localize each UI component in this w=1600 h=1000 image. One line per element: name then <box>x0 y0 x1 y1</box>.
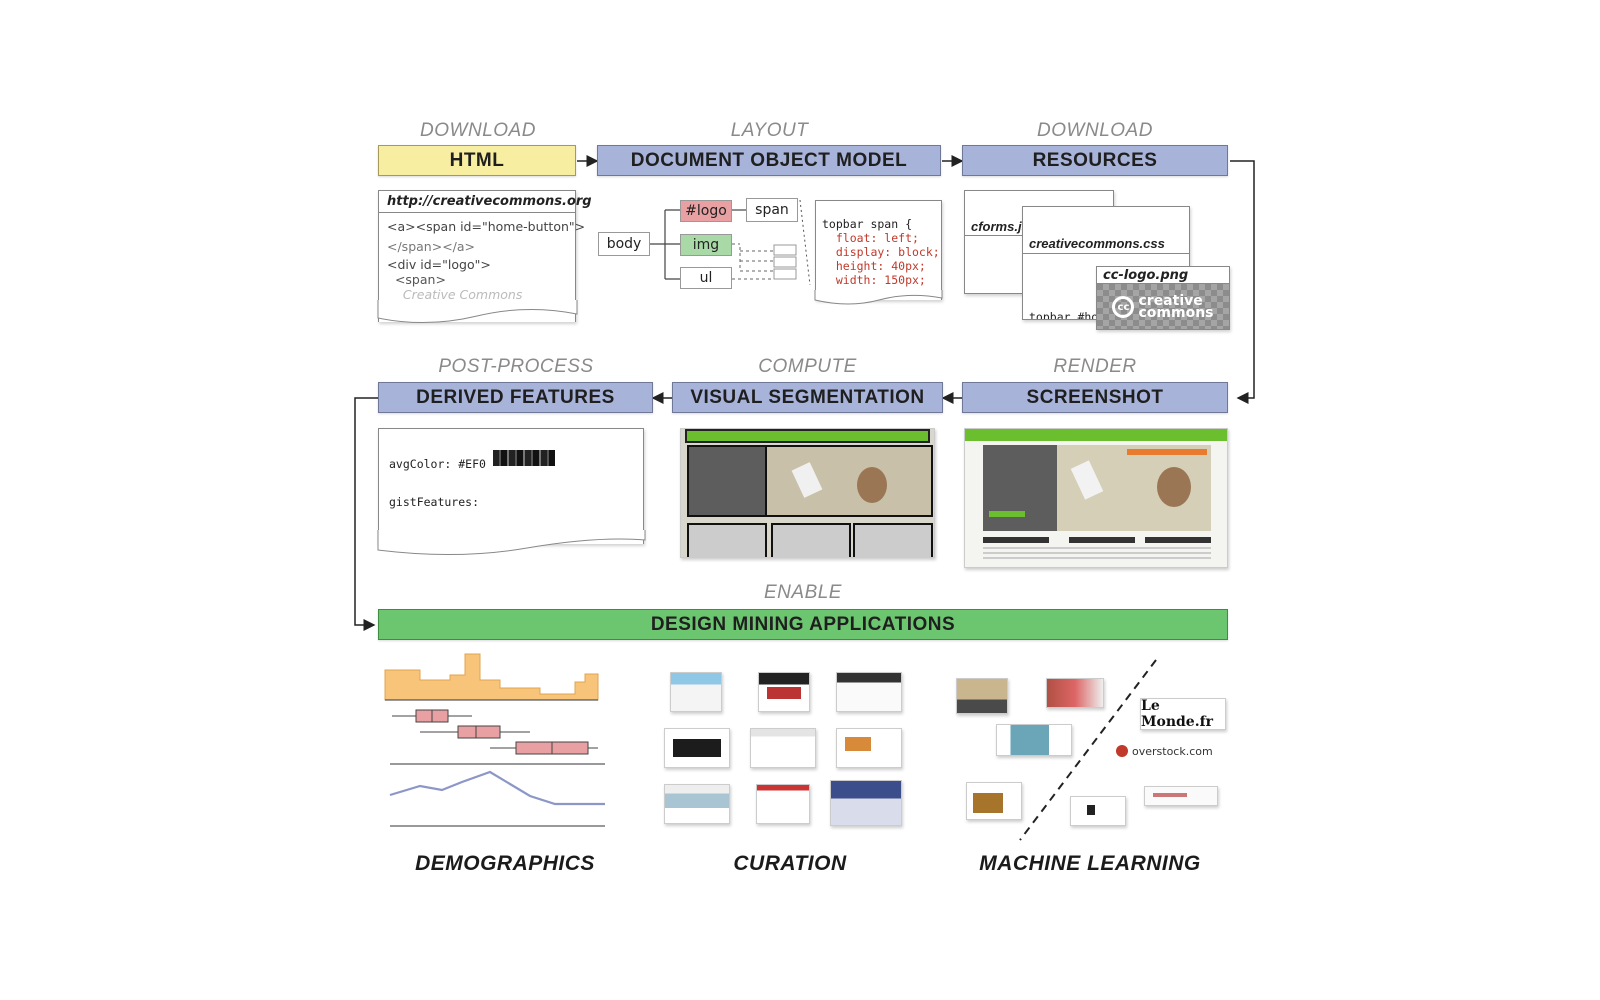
visual-segmentation-stage-box: VISUAL SEGMENTATION <box>672 382 943 413</box>
html-code-line: <div id="logo"> <box>387 257 491 272</box>
dom-tree-edges <box>650 199 811 286</box>
segment-region <box>685 429 930 443</box>
overstock-logo-text: overstock.com <box>1132 744 1213 758</box>
stage-label-layout: LAYOUT <box>730 120 809 141</box>
segment-region <box>853 523 933 557</box>
dom-node-logo: #logo <box>680 200 732 222</box>
dom-stage-box: DOCUMENT OBJECT MODEL <box>597 145 941 176</box>
css-line: float: left; <box>822 231 919 245</box>
css-file-name: creativecommons.css <box>1023 235 1189 254</box>
category-curation: CURATION <box>733 852 847 875</box>
html-url: http://creativecommons.org <box>379 191 592 213</box>
cc-logo-text: creative <box>1138 293 1203 309</box>
box-plot <box>392 709 598 755</box>
curation-thumbnail-grid <box>664 672 904 832</box>
segment-region <box>687 523 767 557</box>
website-thumbnail <box>750 728 816 768</box>
gist-features-swatch <box>493 450 555 466</box>
demographics-charts <box>384 653 605 827</box>
category-demographics: DEMOGRAPHICS <box>415 852 595 875</box>
stage-label-post-process: POST-PROCESS <box>438 356 594 377</box>
resources-stage-box: RESOURCES <box>962 145 1228 176</box>
overstock-logo-thumbnail: overstock.com <box>1116 742 1226 760</box>
css-line: topbar span { <box>822 217 913 231</box>
lemonde-logo-thumbnail: Le Monde.fr <box>1140 698 1226 730</box>
html-stage-box: HTML <box>378 145 576 176</box>
website-thumbnail <box>836 672 902 712</box>
cc-logo-image: cc creative commons <box>1097 284 1229 329</box>
website-thumbnail <box>830 780 902 826</box>
stage-label-enable: ENABLE <box>764 582 842 603</box>
feature-line: gistFeatures: <box>389 494 480 509</box>
site-topbar <box>965 429 1227 441</box>
screenshot-stage-box: SCREENSHOT <box>962 382 1228 413</box>
html-code-line: Creative Commons <box>387 287 523 302</box>
ml-thumbnail <box>1144 786 1218 806</box>
segment-region <box>771 523 851 557</box>
segment-region <box>687 445 767 517</box>
html-code-line: <span> <box>387 272 446 287</box>
trend-line <box>389 770 605 806</box>
segmentation-screenshot <box>680 428 935 558</box>
site-hero-image <box>1057 445 1211 531</box>
derived-features-list: avgColor: #EF0 gistFeatures: aspectRatio… <box>378 428 644 544</box>
dom-node-span: span <box>746 198 798 222</box>
dom-node-img: img <box>680 234 732 256</box>
website-thumbnail <box>670 672 722 712</box>
ml-thumbnail <box>996 724 1072 756</box>
stage-label-compute: COMPUTE <box>758 356 857 377</box>
png-file-name: cc-logo.png <box>1097 267 1229 284</box>
dom-node-ul: ul <box>680 267 732 289</box>
dom-node-body: body <box>598 232 650 256</box>
html-code-line: <a><span id="home-button"> <box>387 219 586 234</box>
paper-torn-edge <box>377 300 578 324</box>
ml-thumbnail <box>1046 678 1104 708</box>
derived-features-stage-box: DERIVED FEATURES <box>378 382 653 413</box>
ml-thumbnail <box>966 782 1022 820</box>
design-mining-applications-box: DESIGN MINING APPLICATIONS <box>378 609 1228 640</box>
ml-thumbnail <box>1070 796 1126 826</box>
classifier-boundary-line <box>1019 659 1157 841</box>
paper-torn-edge <box>377 530 646 556</box>
website-thumbnail <box>664 728 730 768</box>
css-line: display: block; <box>822 245 940 259</box>
css-line: width: 150px; <box>822 273 926 287</box>
html-code-line: </span></a> <box>387 239 476 254</box>
cc-logo-icon: cc <box>1112 296 1135 318</box>
website-thumbnail <box>664 784 730 824</box>
histogram-area <box>384 653 599 701</box>
website-thumbnail <box>756 784 810 824</box>
paper-torn-edge <box>814 290 943 305</box>
segment-region <box>765 445 933 517</box>
dom-css-rules: topbar span { float: left; display: bloc… <box>815 200 942 300</box>
site-sidebar-text <box>983 445 1057 531</box>
stage-label-download-html: DOWNLOAD <box>420 120 536 141</box>
category-machine-learning: MACHINE LEARNING <box>979 852 1201 875</box>
stage-label-render: RENDER <box>1053 356 1137 377</box>
rendered-screenshot <box>964 428 1228 568</box>
css-line: height: 40px; <box>822 259 926 273</box>
ml-thumbnail <box>956 678 1008 714</box>
website-thumbnail <box>758 672 810 712</box>
feature-line: avgColor: #EF0 <box>389 457 486 471</box>
cc-logo-text: commons <box>1138 305 1214 321</box>
png-resource-file: cc-logo.png cc creative commons <box>1096 266 1230 330</box>
stage-label-download-resources: DOWNLOAD <box>1037 120 1153 141</box>
overstock-icon <box>1116 745 1128 757</box>
website-thumbnail <box>836 728 902 768</box>
